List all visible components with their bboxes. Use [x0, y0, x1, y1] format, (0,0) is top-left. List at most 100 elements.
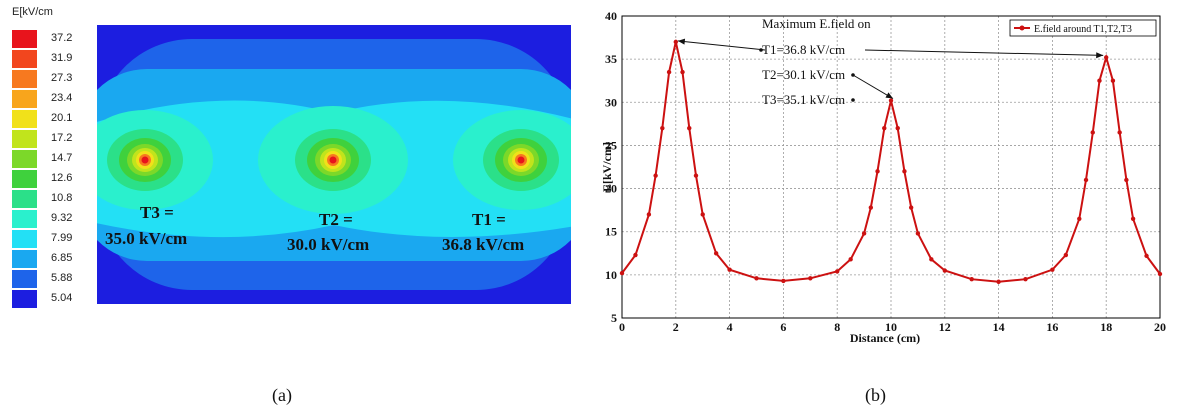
- data-point: [996, 279, 1001, 284]
- colorbar-swatch: [12, 130, 37, 148]
- data-point: [895, 125, 900, 131]
- x-tick-label: 12: [939, 320, 951, 334]
- data-point: [882, 125, 887, 131]
- annotation-arrowhead: [677, 38, 686, 45]
- data-point: [1090, 130, 1095, 135]
- data-point: [727, 267, 732, 272]
- x-tick-label: 10: [885, 320, 897, 334]
- data-point: [1130, 216, 1136, 221]
- data-point: [660, 125, 665, 131]
- colorbar-swatch: [12, 110, 37, 128]
- colorbar-swatch: [12, 250, 37, 268]
- x-tick-label: 16: [1046, 320, 1058, 334]
- colorbar-level-label: 9.32: [51, 212, 73, 224]
- colorbar-swatch: [12, 230, 37, 248]
- x-tick-label: 8: [834, 320, 840, 334]
- data-point: [700, 212, 705, 217]
- legend-box: [1009, 19, 1157, 37]
- data-point: [1144, 253, 1149, 259]
- field-contour-plot: [97, 25, 571, 304]
- data-point: [680, 69, 685, 75]
- data-point: [942, 268, 947, 273]
- data-point: [808, 276, 813, 281]
- conductor-t1: [453, 110, 571, 210]
- colorbar-level-label: 17.2: [51, 132, 73, 144]
- colorbar-swatch: [12, 190, 37, 208]
- colorbar-swatch: [12, 90, 37, 108]
- colorbar-level-label: 7.99: [51, 232, 73, 244]
- annotation-arrowhead: [885, 92, 893, 99]
- y-axis-label: E[kV/cm]: [600, 142, 614, 192]
- colorbar-level-label: 14.7: [51, 152, 73, 164]
- colorbar-level-label: 27.3: [51, 72, 73, 84]
- data-point: [1063, 252, 1069, 258]
- annotation-marker: [759, 48, 763, 52]
- data-point: [835, 269, 840, 274]
- data-point: [653, 173, 658, 178]
- data-point: [1104, 55, 1109, 60]
- annotation-title: Maximum E.field on: [762, 16, 871, 31]
- data-point: [861, 231, 867, 236]
- annotation-marker: [851, 73, 855, 77]
- colorbar-swatch: [12, 290, 37, 308]
- data-point: [875, 169, 880, 174]
- t2-label-line2: 30.0 kV/cm: [287, 235, 370, 254]
- x-tick-label: 14: [993, 320, 1005, 334]
- data-point: [781, 278, 786, 284]
- colorbar-level-label: 6.85: [51, 252, 73, 264]
- annotation-arrowhead: [1096, 52, 1104, 59]
- data-point: [666, 69, 672, 75]
- data-point: [1097, 78, 1102, 83]
- colorbar-level-label: 10.8: [51, 192, 73, 204]
- data-point: [687, 125, 692, 131]
- plot-frame: [621, 15, 1161, 319]
- annotation-leader-t2: [852, 74, 894, 99]
- x-axis-label: Distance (cm): [850, 331, 920, 345]
- colorbar-swatch: [12, 170, 37, 188]
- colorbar-swatch: [12, 270, 37, 288]
- data-point: [848, 257, 853, 262]
- data-point: [1083, 177, 1089, 183]
- data-point: [1110, 78, 1116, 83]
- data-point: [915, 231, 921, 236]
- colorbar-level-label: 5.04: [51, 292, 73, 304]
- colorbar-level-label: 23.4: [51, 92, 73, 104]
- colorbar-level-label: 31.9: [51, 52, 73, 64]
- x-tick-label: 0: [619, 320, 625, 334]
- data-point: [929, 257, 934, 262]
- y-tick-label: 20: [605, 182, 617, 196]
- data-point: [888, 98, 894, 103]
- colorbar-swatch: [12, 30, 37, 48]
- colorbar-title: E[kV/cm: [12, 6, 53, 18]
- y-tick-label: 35: [605, 52, 617, 66]
- x-tick-label: 2: [673, 320, 679, 334]
- t2-label-line1: T2 =: [319, 210, 353, 229]
- data-point: [754, 276, 759, 281]
- x-tick-label: 18: [1100, 320, 1112, 334]
- data-point: [633, 252, 638, 258]
- data-point: [713, 251, 719, 256]
- colorbar-level-label: 20.1: [51, 112, 73, 124]
- data-point: [619, 270, 625, 276]
- data-point: [693, 173, 699, 178]
- t3-label-line2: 35.0 kV/cm: [105, 229, 188, 248]
- annotation-leader-t3: [864, 49, 1104, 56]
- data-point: [646, 212, 652, 217]
- data-point: [1050, 267, 1055, 272]
- annotation-label: T1=36.8 kV/cm: [762, 42, 845, 57]
- colorbar-swatch: [12, 210, 37, 228]
- data-point: [969, 276, 974, 282]
- y-tick-label: 5: [611, 311, 617, 325]
- conductor-t2: [258, 106, 408, 214]
- data-point: [1124, 177, 1129, 183]
- annotation-label: T3=35.1 kV/cm: [762, 92, 845, 107]
- y-tick-label: 25: [605, 138, 617, 152]
- conductor-t3: [97, 110, 213, 210]
- data-point: [1117, 130, 1122, 135]
- efield-line-chart: 0 2 4 6 8 10 12 14 16 18 20 5 10 15 20 25 30 35 40 Distance…: [600, 9, 1166, 345]
- y-tick-label: 10: [605, 268, 617, 282]
- colorbar-level-label: 5.88: [51, 272, 73, 284]
- data-point: [908, 205, 914, 210]
- colorbar-swatch: [12, 150, 37, 168]
- caption-a: (a): [272, 385, 292, 405]
